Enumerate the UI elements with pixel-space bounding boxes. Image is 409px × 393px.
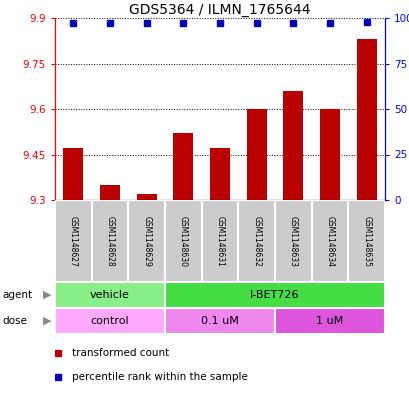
Text: GSM1148631: GSM1148631: [215, 216, 224, 266]
Text: GSM1148630: GSM1148630: [178, 215, 187, 266]
Bar: [128, 200, 164, 282]
Text: vehicle: vehicle: [90, 290, 130, 300]
Bar: [238, 200, 274, 282]
Bar: [173, 133, 193, 200]
Bar: [283, 91, 303, 200]
Text: percentile rank within the sample: percentile rank within the sample: [72, 373, 247, 382]
Bar: [274, 200, 311, 282]
Bar: [201, 200, 238, 282]
Bar: [246, 109, 266, 200]
Bar: [136, 194, 156, 200]
Bar: [63, 149, 83, 200]
Bar: [55, 282, 164, 308]
Text: GSM1148628: GSM1148628: [105, 216, 114, 266]
Bar: [164, 308, 274, 334]
Text: 0.1 uM: 0.1 uM: [200, 316, 238, 326]
Text: ▶: ▶: [43, 290, 51, 300]
Bar: [55, 200, 92, 282]
Text: ▶: ▶: [43, 316, 51, 326]
Text: GSM1148633: GSM1148633: [288, 215, 297, 266]
Bar: [311, 200, 348, 282]
Bar: [164, 282, 384, 308]
Bar: [274, 308, 384, 334]
Bar: [164, 200, 201, 282]
Text: GSM1148627: GSM1148627: [69, 216, 78, 266]
Bar: [55, 308, 164, 334]
Text: agent: agent: [2, 290, 32, 300]
Text: I-BET726: I-BET726: [249, 290, 299, 300]
Bar: [348, 200, 384, 282]
Text: transformed count: transformed count: [72, 349, 169, 358]
Text: GSM1148635: GSM1148635: [361, 215, 370, 266]
Text: dose: dose: [2, 316, 27, 326]
Title: GDS5364 / ILMN_1765644: GDS5364 / ILMN_1765644: [129, 3, 310, 17]
Text: 1 uM: 1 uM: [316, 316, 343, 326]
Text: GSM1148632: GSM1148632: [252, 216, 261, 266]
Text: control: control: [90, 316, 129, 326]
Bar: [100, 185, 120, 200]
Text: GSM1148629: GSM1148629: [142, 216, 151, 266]
Bar: [319, 109, 339, 200]
Bar: [92, 200, 128, 282]
Bar: [209, 149, 229, 200]
Bar: [356, 39, 376, 200]
Text: GSM1148634: GSM1148634: [325, 215, 334, 266]
